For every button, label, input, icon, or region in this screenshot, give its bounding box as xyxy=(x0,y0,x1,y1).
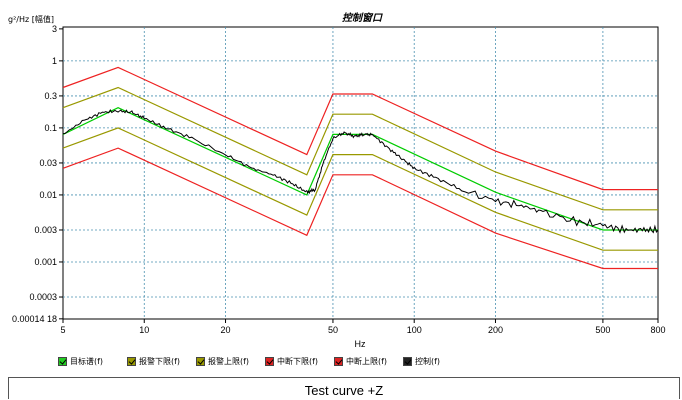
legend-label: 中断上限(f) xyxy=(346,356,388,366)
x-tick-label: 500 xyxy=(595,325,610,335)
x-tick-label: 20 xyxy=(221,325,231,335)
legend-checkbox-icon[interactable] xyxy=(265,356,274,366)
y-tick-label: 3 xyxy=(52,24,57,34)
series-line xyxy=(62,127,658,251)
legend-label: 控制(f) xyxy=(415,356,441,366)
legend: 目标谱(f) 报警下限(f) 报警上限(f) 中断下限(f) 中断上限(f) 控制(f) xyxy=(58,354,472,368)
legend-label: 中断下限(f) xyxy=(277,356,319,366)
y-tick-label: 0.03 xyxy=(39,158,57,168)
legend-item[interactable]: 控制(f) xyxy=(403,354,472,368)
legend-checkbox-icon[interactable] xyxy=(58,356,67,366)
caption: Test curve +Z xyxy=(304,383,384,398)
y-axis-label: g²/Hz [幅值] xyxy=(8,14,54,24)
y-tick-label: 0.003 xyxy=(34,225,57,235)
series-line xyxy=(62,147,658,270)
series-line xyxy=(62,66,658,191)
legend-checkbox-icon[interactable] xyxy=(334,356,343,366)
y-tick-label: 0.01 xyxy=(39,190,57,200)
y-tick-label: 0.00014 18 xyxy=(12,314,57,324)
plot-area xyxy=(62,26,659,320)
x-ticks: 5 10 20 50 100 200 500 800 xyxy=(60,319,666,335)
legend-item[interactable]: 报警上限(f) xyxy=(196,354,265,368)
legend-label: 目标谱(f) xyxy=(70,356,104,366)
y-ticks: 3 1 0.3 0.1 0.03 0.01 0.003 0.001 0.0003 0.00014 … xyxy=(12,24,63,324)
x-tick-label: 10 xyxy=(139,325,149,335)
caption-box: Test curve +Z xyxy=(8,377,680,399)
legend-checkbox-icon[interactable] xyxy=(403,356,412,366)
legend-checkbox-icon[interactable] xyxy=(196,356,205,366)
x-tick-label: 100 xyxy=(407,325,422,335)
y-tick-label: 0.1 xyxy=(44,123,57,133)
x-axis-label: Hz xyxy=(355,339,366,349)
legend-label: 报警下限(f) xyxy=(139,356,181,366)
x-tick-label: 200 xyxy=(488,325,503,335)
legend-label: 报警上限(f) xyxy=(208,356,250,366)
series-line xyxy=(62,86,658,211)
y-tick-label: 0.3 xyxy=(44,91,57,101)
x-tick-label: 800 xyxy=(650,325,665,335)
legend-item[interactable]: 目标谱(f) xyxy=(58,354,127,368)
x-tick-label: 50 xyxy=(328,325,338,335)
series-line xyxy=(62,109,659,234)
legend-item[interactable]: 中断下限(f) xyxy=(265,354,334,368)
y-tick-label: 0.001 xyxy=(34,257,57,267)
legend-item[interactable]: 报警下限(f) xyxy=(127,354,196,368)
y-tick-label: 0.0003 xyxy=(29,292,57,302)
y-tick-label: 1 xyxy=(52,56,57,66)
x-tick-label: 5 xyxy=(60,325,65,335)
chart: 控制窗口 g²/Hz [幅值] 5 10 20 50 100 200 500 800 3 1 0.… xyxy=(8,12,666,349)
legend-item[interactable]: 中断上限(f) xyxy=(334,354,403,368)
chart-title: 控制窗口 xyxy=(342,12,383,24)
series-group xyxy=(62,66,659,270)
legend-checkbox-icon[interactable] xyxy=(127,356,136,366)
grid xyxy=(63,27,658,319)
